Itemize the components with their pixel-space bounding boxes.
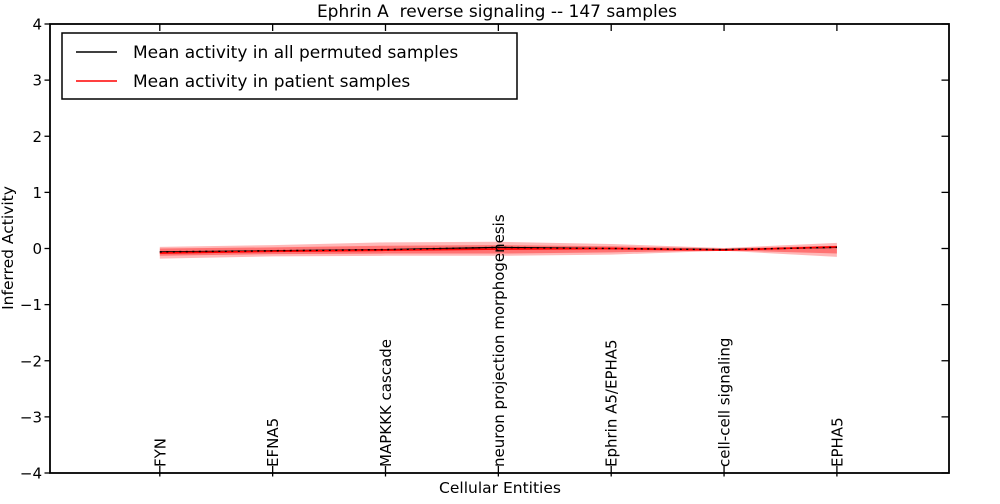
y-tick-label: 3 xyxy=(32,72,42,90)
confidence-band-group xyxy=(159,241,837,259)
band-outer xyxy=(159,241,837,259)
legend-label-patient: Mean activity in patient samples xyxy=(133,72,410,92)
y-tick-label: 4 xyxy=(32,16,42,34)
legend-box xyxy=(61,32,518,100)
x-tick-label: MAPKKK cascade xyxy=(377,339,395,467)
band-inner xyxy=(159,245,837,256)
y-tick-label: 0 xyxy=(32,240,42,258)
y-tick-label: −1 xyxy=(20,296,42,314)
chart-title: Ephrin A reverse signaling -- 147 sample… xyxy=(317,2,677,22)
x-tick-label: neuron projection morphogenesis xyxy=(490,214,508,467)
series-line-permuted-dotted xyxy=(159,246,837,253)
y-tick-label: −4 xyxy=(20,465,42,483)
y-tick-label: −2 xyxy=(20,352,42,370)
tick-marks-group xyxy=(44,23,949,477)
plot-border xyxy=(49,23,950,474)
x-axis-label: Cellular Entities xyxy=(439,479,561,497)
x-tick-label: EFNA5 xyxy=(264,418,282,467)
x-tick-label: FYN xyxy=(151,438,169,467)
series-line-patient xyxy=(159,245,837,254)
data-lines-group xyxy=(159,245,837,254)
y-axis-label: Inferred Activity xyxy=(0,186,17,310)
y-tick-label: 2 xyxy=(32,128,42,146)
x-tick-labels-group: FYN EFNA5 MAPKKK cascade neuron projection … xyxy=(151,214,846,467)
y-tick-labels-group: 4 3 2 1 0 −1 −2 −3 −4 xyxy=(20,16,42,483)
x-tick-label: cell-cell signaling xyxy=(716,338,734,467)
y-tick-label: −3 xyxy=(20,408,42,426)
legend-label-permuted: Mean activity in all permuted samples xyxy=(133,43,458,63)
x-tick-label: EPHA5 xyxy=(828,417,846,467)
x-tick-label: Ephrin A5/EPHA5 xyxy=(603,339,621,467)
y-tick-label: 1 xyxy=(32,184,42,202)
legend: Mean activity in all permuted samples Me… xyxy=(61,32,518,100)
